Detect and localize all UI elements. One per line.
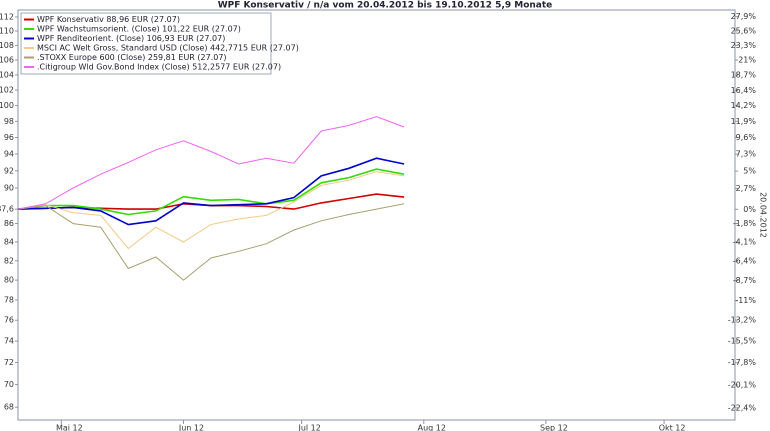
y2-tick-label: 21% bbox=[738, 56, 756, 65]
y-tick-label: 112 bbox=[0, 12, 14, 21]
legend-label: .Citigroup Wld Gov.Bond Index (Close) 51… bbox=[37, 63, 281, 72]
y-tick-label: 68 bbox=[4, 403, 14, 412]
legend-label: MSCI AC Welt Gross, Standard USD (Close)… bbox=[37, 44, 299, 53]
x-tick-label: Mai 12 bbox=[56, 424, 83, 431]
y2-tick-label: 16,4% bbox=[731, 86, 757, 95]
y2-tick-label: 11,9% bbox=[731, 117, 757, 126]
y2-tick-label: 27,9% bbox=[731, 12, 757, 21]
y-tick-label: 94 bbox=[4, 149, 14, 158]
y2-tick-label: -22,4% bbox=[728, 403, 757, 412]
y-tick-label: 90 bbox=[4, 184, 14, 193]
legend-label: WPF Konservativ 88,96 EUR (27.07) bbox=[37, 15, 180, 24]
plot-area bbox=[17, 9, 736, 421]
y2-tick-label: 9,6% bbox=[736, 133, 757, 142]
y-tick-label: 110 bbox=[0, 27, 14, 36]
y2-tick-label: 2,7% bbox=[736, 184, 757, 193]
y2-tick-label: 25,6% bbox=[731, 26, 757, 35]
legend-label: WPF Renditeorient. (Close) 106,93 EUR (2… bbox=[37, 34, 225, 43]
y2-tick-label: -8,7% bbox=[733, 276, 757, 285]
y-tick-label: 96 bbox=[4, 133, 14, 142]
y-tick-label: 76 bbox=[4, 316, 14, 325]
x-tick-label: Jun 12 bbox=[178, 424, 204, 431]
y-tick-label: 74 bbox=[4, 337, 14, 346]
y-tick-label: 98 bbox=[4, 117, 14, 126]
series-line bbox=[17, 168, 405, 216]
y-tick-label: 86 bbox=[4, 219, 14, 228]
y2-tick-label: -15,5% bbox=[728, 337, 757, 346]
y2-tick-label: -11% bbox=[735, 296, 756, 305]
y-tick-label: 82 bbox=[4, 256, 14, 265]
y2-tick-label: -4,1% bbox=[733, 238, 757, 247]
y2-tick-label: 5% bbox=[743, 167, 756, 176]
x-tick-label: Jul 12 bbox=[297, 424, 320, 431]
y-tick-label: 100 bbox=[0, 101, 14, 110]
legend-box bbox=[20, 12, 272, 75]
y-tick-label: 102 bbox=[0, 86, 14, 95]
series-line bbox=[17, 171, 405, 250]
y-tick-label: 87,6 bbox=[0, 205, 14, 214]
x-tick-label: Aug 12 bbox=[418, 424, 446, 431]
y-tick-label: 106 bbox=[0, 56, 14, 65]
y2-tick-label: 23,3% bbox=[731, 41, 757, 50]
x-tick-label: Sep 12 bbox=[540, 424, 568, 431]
y2-axis-label: 20.04.2012 bbox=[759, 192, 768, 238]
y-tick-label: 92 bbox=[4, 166, 14, 175]
series-line bbox=[17, 157, 405, 226]
y-tick-label: 72 bbox=[4, 358, 14, 367]
y-tick-label: 70 bbox=[4, 380, 14, 389]
legend-label: .STOXX Europe 600 (Close) 259,81 EUR (27… bbox=[37, 53, 227, 62]
y2-tick-label: 18,7% bbox=[731, 71, 757, 80]
y2-tick-label: -20,1% bbox=[728, 380, 757, 389]
y-tick-label: 108 bbox=[0, 41, 14, 50]
chart-title: WPF Konservativ / n/a vom 20.04.2012 bis… bbox=[218, 1, 553, 11]
y2-tick-label: -6,4% bbox=[733, 257, 757, 266]
y-tick-label: 84 bbox=[4, 237, 14, 246]
series-line bbox=[17, 116, 405, 210]
y2-tick-label: 14,2% bbox=[731, 101, 757, 110]
y-tick-label: 80 bbox=[4, 276, 14, 285]
x-tick-label: Okt 12 bbox=[659, 424, 686, 431]
y2-tick-label: -13,2% bbox=[728, 316, 757, 325]
y-tick-label: 104 bbox=[0, 70, 14, 79]
y-tick-label: 78 bbox=[4, 295, 14, 304]
y2-tick-label: 7,3% bbox=[736, 150, 757, 159]
y2-tick-label: -1,8% bbox=[733, 219, 757, 228]
series-line bbox=[17, 203, 405, 281]
y2-tick-label: 0% bbox=[743, 205, 756, 214]
y2-tick-label: -17,8% bbox=[728, 358, 757, 367]
legend-label: WPF Wachstumsorient. (Close) 101,22 EUR … bbox=[37, 25, 241, 34]
legend: WPF Konservativ 88,96 EUR (27.07)WPF Wac… bbox=[20, 12, 299, 75]
